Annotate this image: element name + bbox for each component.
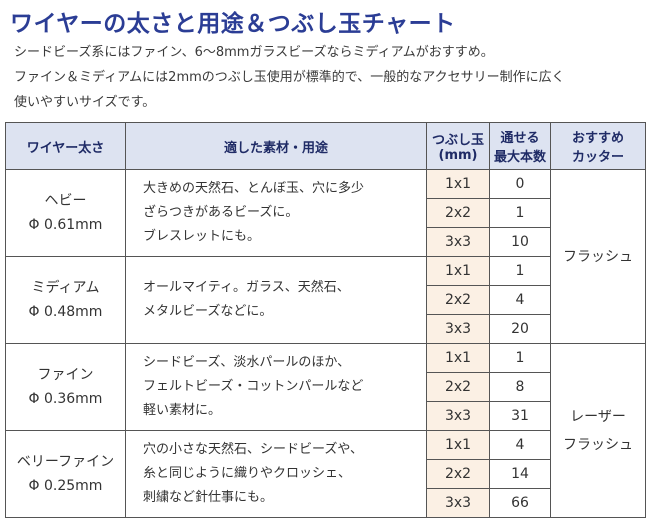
- wire-diameter: Φ 0.48mm: [28, 304, 103, 320]
- table-row: ベリーファイン Φ 0.25mm 穴の小さな天然石、シードビーズや、 糸と同じよ…: [5, 430, 646, 518]
- table-row: 3x3 66: [6, 488, 646, 518]
- use-line: ブレスレットにも。: [143, 229, 261, 244]
- max-count: 31: [489, 401, 551, 431]
- use-line: ざらつきがあるビーズに。: [143, 205, 299, 220]
- intro-line: 使いやすいサイズです。: [14, 95, 156, 110]
- use-line: 穴の小さな天然石、シードビーズや、: [143, 442, 363, 457]
- header-count-label2: 最大本数: [493, 150, 546, 165]
- max-count: 1: [489, 198, 551, 228]
- intro-line: シードビーズ系にはファイン、6～8mmガラスビーズならミディアムがおすすめ。: [14, 45, 494, 60]
- header-bead: つぶし玉 (mm): [426, 122, 490, 170]
- table-row: 3x3 31: [6, 401, 646, 431]
- header-count: 通せる 最大本数: [489, 122, 551, 170]
- max-count: 20: [489, 314, 551, 344]
- use-line: フェルトビーズ・コットンパールなど: [143, 379, 364, 394]
- table-row: ミディアム Φ 0.48mm オールマイティ。ガラス、天然石、 メタルビーズなど…: [5, 256, 646, 344]
- use-line: メタルビーズなどに。: [143, 304, 273, 319]
- bead-size: 2x2: [426, 285, 490, 315]
- bead-size: 3x3: [426, 227, 490, 257]
- page-title: ワイヤーの太さと用途＆つぶし玉チャート: [10, 11, 456, 37]
- use-line: 刺繍など針仕事にも。: [143, 490, 274, 505]
- bead-size: 2x2: [426, 198, 490, 228]
- bead-size: 2x2: [426, 459, 490, 489]
- table-row: 2x2 8: [6, 372, 646, 402]
- table-row: ヘビー Φ 0.61mm 大きめの天然石、とんぼ玉、穴に多少 ざらつきがあるビー…: [5, 169, 646, 344]
- table-row: 2x2 1: [6, 198, 646, 228]
- wire-heavy-use: 大きめの天然石、とんぼ玉、穴に多少 ざらつきがあるビーズに。 ブレスレットにも。: [125, 169, 427, 257]
- wire-heavy: ヘビー Φ 0.61mm: [5, 169, 126, 257]
- use-line: 糸と同じように織りやクロッシェ、: [143, 466, 352, 481]
- wire-name: ファイン: [37, 367, 94, 383]
- bead-size: 1x1: [426, 169, 490, 199]
- cutter-label: レーザー: [570, 408, 626, 425]
- wire-diameter: Φ 0.25mm: [28, 478, 103, 494]
- wire-medium: ミディアム Φ 0.48mm: [5, 256, 126, 344]
- use-line: 大きめの天然石、とんぼ玉、穴に多少: [143, 181, 365, 196]
- bead-size: 3x3: [426, 401, 490, 431]
- wire-diameter: Φ 0.36mm: [28, 391, 103, 407]
- table-row: 2x2 14: [6, 459, 646, 489]
- max-count: 4: [489, 285, 551, 315]
- use-line: オールマイティ。ガラス、天然石、: [143, 280, 350, 295]
- header-bead-unit: (mm): [438, 148, 478, 163]
- max-count: 10: [489, 227, 551, 257]
- header-wire: ワイヤー太さ: [5, 122, 126, 170]
- bead-size: 1x1: [426, 256, 490, 286]
- header-bead-label: つぶし玉: [431, 133, 484, 148]
- bead-size: 2x2: [426, 372, 490, 402]
- table-row: 2x2 4: [6, 285, 646, 315]
- wire-fine-use: シードビーズ、淡水パールのほか、 フェルトビーズ・コットンパールなど 軽い素材に…: [125, 343, 427, 431]
- wire-medium-use: オールマイティ。ガラス、天然石、 メタルビーズなどに。: [125, 256, 427, 344]
- max-count: 1: [489, 343, 551, 373]
- wire-fine: ファイン Φ 0.36mm: [5, 343, 126, 431]
- bead-size: 3x3: [426, 488, 490, 518]
- bead-size: 3x3: [426, 314, 490, 344]
- table-row: 3x3 20: [6, 314, 646, 344]
- header-cutter-label2: カッター: [571, 150, 624, 165]
- cutter-razor-flush: レーザー フラッシュ: [550, 343, 646, 518]
- max-count: 8: [489, 372, 551, 402]
- wire-very-fine-use: 穴の小さな天然石、シードビーズや、 糸と同じように織りやクロッシェ、 刺繍など針…: [125, 430, 427, 518]
- wire-chart-table: ワイヤー太さ 適した素材・用途 つぶし玉 (mm) 通せる 最大本数 おすすめ …: [5, 122, 646, 518]
- cutter-flush: フラッシュ: [550, 169, 646, 344]
- wire-name: ヘビー: [44, 193, 87, 209]
- header-count-label1: 通せる: [500, 131, 540, 146]
- header-cutter-label1: おすすめ: [571, 131, 624, 146]
- max-count: 66: [489, 488, 551, 518]
- max-count: 14: [489, 459, 551, 489]
- use-line: シードビーズ、淡水パールのほか、: [143, 355, 351, 370]
- cutter-label: フラッシュ: [563, 436, 633, 453]
- table-row: ファイン Φ 0.36mm シードビーズ、淡水パールのほか、 フェルトビーズ・コ…: [5, 343, 646, 518]
- wire-very-fine: ベリーファイン Φ 0.25mm: [5, 430, 126, 518]
- wire-diameter: Φ 0.61mm: [28, 217, 103, 233]
- max-count: 0: [489, 169, 551, 199]
- header-use: 適した素材・用途: [125, 122, 427, 170]
- max-count: 1: [489, 256, 551, 286]
- use-line: 軽い素材に。: [143, 403, 222, 418]
- max-count: 4: [489, 430, 551, 460]
- intro-line: ファイン＆ミディアムには2mmのつぶし玉使用が標準的で、一般的なアクセサリー制作…: [14, 70, 565, 85]
- header-cutter: おすすめ カッター: [550, 122, 646, 170]
- wire-name: ミディアム: [31, 280, 100, 296]
- bead-size: 1x1: [426, 430, 490, 460]
- wire-name: ベリーファイン: [16, 454, 115, 470]
- intro-text: シードビーズ系にはファイン、6～8mmガラスビーズならミディアムがおすすめ。 フ…: [14, 40, 644, 115]
- bead-size: 1x1: [426, 343, 490, 373]
